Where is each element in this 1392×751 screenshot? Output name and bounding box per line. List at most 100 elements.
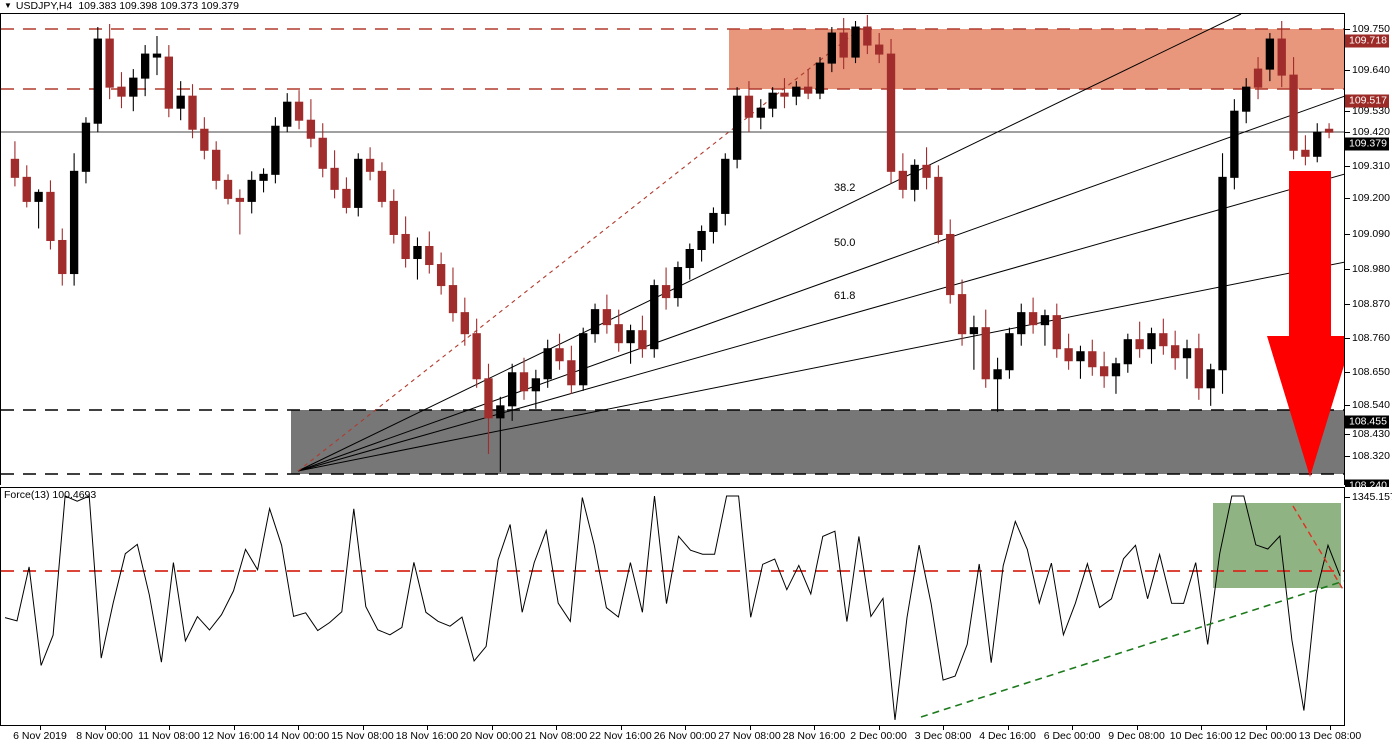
candle-body [1088,351,1097,368]
price-tick-label: 109.200 [1352,192,1390,204]
time-tick-mark [814,726,815,730]
candle-body [579,333,588,386]
candle-body [567,360,576,386]
time-tick-mark [943,726,944,730]
time-tick-label: 6 Dec 00:00 [1043,730,1101,742]
candle-body [555,348,564,362]
time-tick-mark [1007,726,1009,730]
candle-body [934,176,943,235]
candle-body [661,285,671,299]
price-marker-label[interactable]: 108.455 [1345,415,1389,429]
symbol-label: USDJPY,H4 [15,0,73,12]
force-index-pane[interactable] [0,487,1345,726]
candle-body [1017,312,1026,335]
candle-body [709,212,718,232]
time-tick-label: 13 Dec 08:00 [1298,730,1362,742]
candle-body [247,179,256,202]
candle-body [1230,110,1239,178]
candle-body [342,188,351,208]
candle-body [365,158,375,172]
candle-body [1123,339,1132,365]
candle-body [235,197,245,202]
candle-body [969,327,979,335]
price-tick-label: 108.650 [1352,366,1390,378]
time-tick-label: 10 Dec 16:00 [1169,730,1233,742]
candle-body [223,179,233,199]
time-tick-mark [40,726,41,730]
time-tick-mark [878,726,880,730]
candle-body [721,158,730,214]
candle-body [638,330,647,350]
candle-body [188,95,197,130]
candle-body [377,170,387,202]
price-marker-label[interactable]: 109.379 [1345,137,1389,151]
price-tick-label: 108.540 [1352,399,1390,411]
time-tick-mark [427,726,428,730]
candle-body [140,53,150,79]
candle-body [1147,333,1156,350]
candle-body [614,324,623,344]
candle-body [839,32,848,58]
price-tick-label: 109.640 [1352,64,1390,76]
indicator-label: Force(13) 100.4693 [4,489,97,501]
fib-fan-lines [297,14,1344,472]
candle-body [200,128,209,151]
price-tick-mark [1345,111,1350,112]
price-tick-mark [1345,70,1350,71]
price-tick-label: 109.420 [1352,126,1390,138]
candle-body [1194,348,1204,389]
candle-body [673,267,683,299]
price-marker-label[interactable]: 109.517 [1345,94,1389,108]
candle-body [34,191,43,202]
price-tick-label: 109.310 [1352,160,1390,172]
price-tick-mark [1345,338,1350,339]
price-tick-mark [1345,456,1350,457]
candle-body [1242,86,1251,112]
candle-body [732,95,742,160]
candle-body [306,119,316,139]
fib-level-label: 38.2 [834,182,855,194]
ohlc-values: 109.383 109.398 109.373 109.379 [78,0,239,12]
candle-body [827,32,837,64]
candle-body [1040,315,1050,326]
price-tick-mark [1345,166,1350,167]
time-tick-label: 12 Dec 00:00 [1234,730,1297,742]
price-tick-label: 109.090 [1352,228,1390,240]
indicator-tick-label: 1345.1571 [1352,491,1392,503]
down-arrow-icon [1267,171,1344,477]
indicator-axis[interactable]: 1345.15710.00-2149.029 199.7597 [1345,487,1392,726]
indicator-green-trendline [920,580,1344,718]
time-tick-mark [298,726,299,730]
candle-body [1182,348,1192,359]
candle-body [1265,38,1275,70]
candle-body [1005,333,1014,371]
candle-body [543,348,552,380]
price-marker-label[interactable]: 109.718 [1345,34,1389,48]
time-tick-mark [620,726,622,730]
candle-body [792,86,801,97]
price-tick-mark [1345,434,1350,435]
candle-body [93,38,102,124]
time-tick-label: 9 Dec 08:00 [1108,730,1165,742]
time-tick-label: 11 Nov 08:00 [138,730,200,742]
candle-body [851,26,860,58]
time-tick-label: 2 Dec 00:00 [850,730,907,742]
price-axis[interactable]: 109.750 109.640 109.530 109.420 109.310 109.2… [1345,13,1392,496]
candle-body [1324,128,1334,133]
indicator-red-trendline [1292,505,1344,592]
candle-body [815,62,825,94]
candle-body [1277,38,1286,76]
candle-body [507,372,517,407]
force-index-line [4,495,1341,721]
fib-level-label: 50.0 [834,237,855,249]
candle-body [1052,315,1061,350]
candlestick-series [10,14,1334,472]
candle-body [81,122,91,172]
candle-body [626,330,635,344]
time-axis[interactable]: 6 Nov 2019 8 Nov 00:00 11 Nov 08:00 12 Nov … [0,726,1392,751]
price-chart-pane[interactable]: 38.2 50.0 61.8 [0,13,1345,485]
candle-body [58,239,67,275]
candle-body [590,309,600,335]
candle-body [259,173,268,181]
chart-menu-caret-icon[interactable]: ▼ [4,1,12,10]
